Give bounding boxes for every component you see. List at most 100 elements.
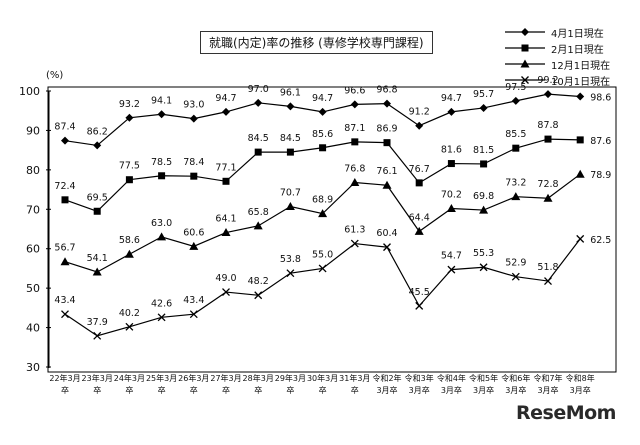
- data-label: 56.7: [54, 243, 75, 254]
- data-point: [575, 169, 585, 178]
- x-tick-label: 29年3月: [275, 373, 306, 383]
- data-label: 97.5: [505, 82, 526, 93]
- x-tick-label: 卒: [351, 385, 359, 395]
- data-label: 85.5: [505, 129, 526, 140]
- x-tick-label: 3月卒: [376, 385, 397, 395]
- data-point: [544, 277, 552, 286]
- data-point: [383, 99, 391, 108]
- data-point: [576, 136, 584, 144]
- y-tick-label: 40: [26, 322, 40, 335]
- data-point: [221, 228, 231, 237]
- plot-frame: [47, 86, 617, 373]
- data-point: [125, 113, 134, 122]
- x-tick-label: 卒: [190, 385, 198, 395]
- data-point: [414, 226, 424, 235]
- data-label: 98.6: [590, 93, 611, 104]
- legend-swatch-diamond: [505, 28, 545, 36]
- data-point: [446, 203, 456, 212]
- data-label: 63.0: [151, 218, 172, 229]
- data-label: 78.4: [183, 157, 204, 168]
- data-label: 40.2: [119, 308, 140, 319]
- data-label: 81.6: [441, 145, 462, 156]
- data-point: [350, 100, 359, 109]
- data-label: 62.5: [590, 235, 611, 246]
- data-point: [189, 114, 198, 123]
- data-point: [125, 322, 134, 331]
- y-tick-label: 70: [26, 203, 40, 216]
- data-label: 65.8: [248, 207, 269, 218]
- data-point: [350, 177, 360, 186]
- data-point: [479, 263, 488, 272]
- x-tick-label: 3月卒: [441, 385, 462, 395]
- data-point: [253, 221, 263, 230]
- legend-label: 10月1日現在: [551, 76, 611, 88]
- data-label: 96.8: [376, 85, 397, 96]
- data-point: [61, 310, 69, 319]
- legend-item: 2月1日現在: [505, 40, 633, 56]
- y-tick-label: 60: [26, 243, 40, 256]
- data-point: [157, 313, 166, 322]
- data-label: 94.7: [215, 93, 236, 104]
- data-label: 69.5: [87, 192, 108, 203]
- data-point: [318, 209, 328, 218]
- data-point: [479, 205, 489, 214]
- data-point: [511, 96, 520, 105]
- data-label: 43.4: [54, 295, 75, 306]
- x-tick-label: 27年3月: [210, 373, 241, 383]
- data-label: 69.8: [473, 191, 494, 202]
- data-point: [319, 144, 327, 152]
- data-point: [447, 107, 456, 116]
- data-point: [93, 207, 101, 215]
- x-tick-label: 28年3月: [243, 373, 274, 383]
- data-point: [93, 331, 102, 340]
- y-tick-label: 80: [26, 164, 40, 177]
- data-label: 42.6: [151, 298, 172, 309]
- data-point: [158, 172, 166, 180]
- data-point: [254, 291, 263, 300]
- y-tick-label: 50: [26, 282, 40, 295]
- data-point: [480, 160, 488, 168]
- data-label: 61.3: [344, 225, 365, 236]
- data-point: [286, 269, 295, 278]
- data-label: 70.2: [441, 189, 462, 200]
- legend-label: 4月1日現在: [551, 28, 604, 40]
- data-label: 51.8: [537, 262, 558, 273]
- legend-label: 2月1日現在: [551, 44, 604, 56]
- data-point: [254, 148, 262, 156]
- data-point: [125, 176, 133, 184]
- data-label: 73.2: [505, 178, 526, 189]
- legend-item: 10月1日現在: [505, 72, 633, 88]
- data-label: 91.2: [409, 107, 430, 118]
- data-point: [189, 310, 198, 319]
- x-tick-label: 24年3月: [114, 373, 145, 383]
- data-point: [350, 239, 359, 248]
- y-tick-label: 100: [19, 85, 40, 98]
- data-point: [222, 107, 230, 116]
- data-label: 93.2: [119, 99, 140, 110]
- data-label: 86.2: [87, 126, 108, 137]
- data-label: 55.3: [473, 248, 494, 259]
- data-label: 87.4: [54, 122, 75, 133]
- data-label: 49.0: [215, 273, 236, 284]
- data-point: [382, 180, 392, 189]
- legend-label: 12月1日現在: [551, 60, 611, 72]
- data-label: 94.7: [441, 93, 462, 104]
- x-tick-label: 3月卒: [505, 385, 526, 395]
- x-tick-label: 令和4年: [437, 373, 466, 383]
- data-label: 77.1: [215, 162, 236, 173]
- x-tick-label: 卒: [158, 385, 166, 395]
- data-label: 76.8: [344, 163, 365, 174]
- x-tick-label: 3月卒: [473, 385, 494, 395]
- data-label: 94.7: [312, 93, 333, 104]
- data-label: 37.9: [87, 317, 108, 328]
- y-tick-label: 90: [26, 124, 40, 137]
- data-point: [124, 249, 134, 258]
- data-point: [415, 179, 423, 187]
- data-point: [447, 265, 456, 274]
- resemom-logo: ReseMom: [516, 402, 616, 424]
- data-label: 85.6: [312, 129, 333, 140]
- data-label: 77.5: [119, 161, 140, 172]
- legend-item: 12月1日現在: [505, 56, 633, 72]
- data-point: [544, 135, 552, 143]
